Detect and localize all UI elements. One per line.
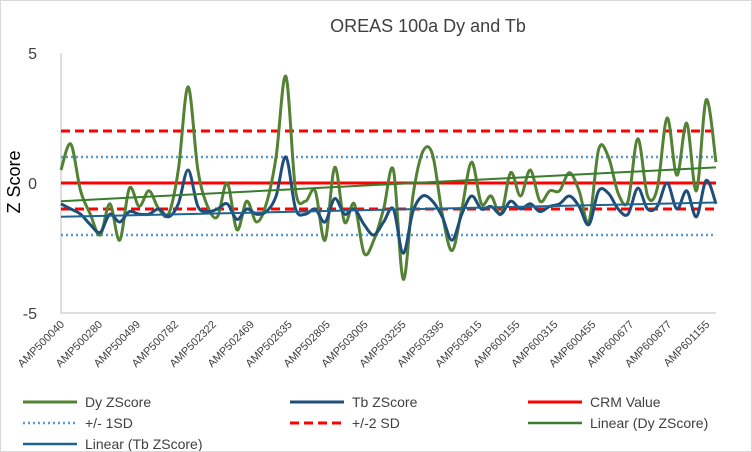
y-axis-ticks: 5 0 -5: [23, 46, 37, 323]
series-line-dy-zscore: [59, 74, 718, 281]
y-tick-label: 0: [28, 176, 37, 193]
legend-item-crm-value: CRM Value: [528, 394, 661, 410]
y-tick-label: 5: [28, 46, 37, 63]
plot-area: [59, 53, 718, 314]
legend-item--1sd: +/- 1SD: [23, 415, 133, 431]
y-tick-label: -5: [23, 306, 37, 323]
legend-label: +/- 1SD: [85, 415, 133, 431]
legend-label: +/-2 SD: [352, 415, 400, 431]
legend-label: Tb ZScore: [352, 394, 418, 410]
legend: Dy ZScore Tb ZScore CRM Value +/- 1SD +/-2 S…: [23, 394, 708, 452]
legend-label: Dy ZScore: [85, 394, 151, 410]
legend-label: Linear (Dy ZScore): [590, 415, 708, 431]
y-axis-label: Z Score: [4, 150, 24, 213]
legend-item-tb-zscore: Tb ZScore: [290, 394, 418, 410]
trendline-linear-tb-zscore-: [60, 201, 717, 218]
x-axis-ticks: AMP500040AMP500280AMP500499AMP500782AMP5…: [16, 319, 712, 370]
legend-label: Linear (Tb ZScore): [85, 436, 202, 452]
legend-item-linear-tb-zscore-: Linear (Tb ZScore): [23, 436, 202, 452]
legend-item-dy-zscore: Dy ZScore: [23, 394, 151, 410]
legend-item--2-sd: +/-2 SD: [290, 415, 400, 431]
series-line-tb-zscore: [60, 155, 718, 255]
legend-label: CRM Value: [590, 394, 661, 410]
legend-item-linear-dy-zscore-: Linear (Dy ZScore): [528, 415, 708, 431]
trendline-linear-dy-zscore-: [60, 166, 717, 203]
chart-title: OREAS 100a Dy and Tb: [330, 16, 526, 36]
